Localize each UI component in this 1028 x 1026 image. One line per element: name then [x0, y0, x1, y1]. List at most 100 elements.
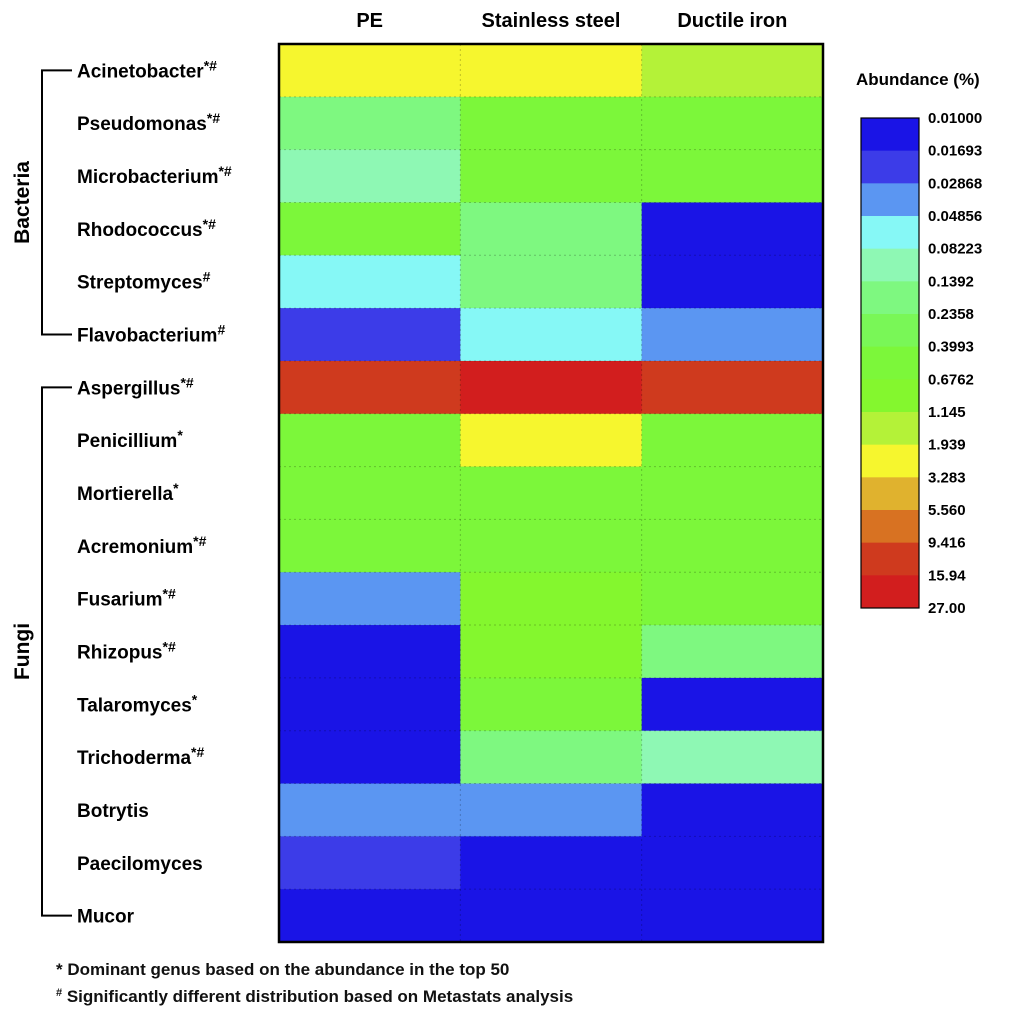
- row-label: Acremonium*#: [77, 533, 207, 558]
- footnote-significant: # Significantly different distribution b…: [56, 987, 573, 1007]
- heatmap-cell: [279, 96, 461, 151]
- heatmap-cell: [641, 255, 824, 309]
- heatmap-cell: [460, 836, 643, 890]
- heatmap-border: [277, 42, 825, 944]
- row-label-mark: *: [192, 691, 198, 707]
- legend-tick-label: 0.3993: [928, 339, 974, 356]
- row-label: Fusarium*#: [77, 586, 176, 611]
- legend-swatch: [861, 150, 919, 184]
- heatmap-cell: [279, 677, 461, 732]
- legend-swatch: [861, 281, 919, 315]
- row-label: Acinetobacter*#: [77, 57, 217, 82]
- heatmap-cell: [641, 44, 824, 98]
- legend-tick-label: 0.6762: [928, 371, 974, 388]
- heatmap-cell: [279, 572, 461, 626]
- legend-tick-label: 0.02868: [928, 175, 982, 192]
- legend-swatch: [861, 314, 919, 348]
- legend-tick-label: 1.145: [928, 404, 966, 421]
- heatmap-cell: [460, 730, 643, 785]
- heatmap-cell: [460, 255, 643, 309]
- legend-title: Abundance (%): [856, 70, 980, 89]
- heatmap-cell: [641, 889, 824, 943]
- heatmap-cell: [279, 308, 461, 362]
- column-label: Ductile iron: [677, 10, 787, 32]
- heatmap-chart: PE Stainless steel Ductile iron Acinetobac…: [11, 10, 982, 944]
- row-label: Botrytis: [77, 801, 149, 822]
- row-label-mark: *#: [163, 638, 176, 654]
- row-label: Rhodococcus*#: [77, 216, 216, 241]
- row-label-mark: *#: [218, 163, 231, 179]
- column-labels: PE Stainless steel Ductile iron: [356, 10, 787, 32]
- group-bracket: [41, 69, 72, 336]
- row-label: Mortierella*: [77, 480, 179, 505]
- heatmap-cells: [279, 44, 824, 943]
- legend-swatch: [861, 444, 919, 478]
- heatmap-cell: [460, 149, 643, 204]
- footnote-significant-symbol: #: [56, 987, 63, 999]
- heatmap-cell: [279, 519, 461, 573]
- heatmap-cell: [460, 783, 643, 837]
- heatmap-cell: [460, 889, 643, 943]
- row-label-mark: *#: [204, 57, 217, 73]
- legend-swatch: [861, 118, 919, 152]
- legend-swatch: [861, 379, 919, 413]
- heatmap-cell: [460, 44, 643, 98]
- legend-tick-label: 0.01000: [928, 110, 982, 127]
- row-label-mark: #: [217, 322, 225, 338]
- legend-swatch: [861, 542, 919, 576]
- legend-tick-label: 0.1392: [928, 273, 974, 290]
- row-label-mark: *#: [203, 216, 216, 232]
- heatmap-cell: [460, 308, 643, 362]
- heatmap-cell: [641, 677, 824, 732]
- row-label-mark: *: [177, 427, 183, 443]
- row-label: Microbacterium*#: [77, 163, 232, 188]
- legend-tick-label: 5.560: [928, 502, 966, 519]
- row-label: Flavobacterium#: [77, 322, 225, 347]
- footnote-significant-text: Significantly different distribution bas…: [62, 987, 574, 1006]
- footnote-dominant-symbol: *: [56, 960, 63, 979]
- legend-swatch: [861, 183, 919, 217]
- legend-swatch: [861, 477, 919, 511]
- heatmap-cell: [641, 202, 824, 256]
- heatmap-cell: [460, 466, 643, 521]
- legend-tick-label: 15.94: [928, 567, 966, 584]
- heatmap-cell: [279, 360, 461, 415]
- heatmap-cell: [460, 202, 643, 256]
- heatmap-cell: [641, 413, 824, 468]
- row-label: Penicillium*: [77, 427, 183, 452]
- legend-swatch: [861, 575, 919, 609]
- heatmap-cell: [460, 625, 643, 679]
- heatmap-cell: [641, 572, 824, 626]
- heatmap-cell: [460, 677, 643, 732]
- heatmap-cell: [460, 519, 643, 573]
- legend-swatch: [861, 346, 919, 380]
- row-label: Streptomyces#: [77, 269, 211, 294]
- legend-swatch: [861, 248, 919, 282]
- legend-tick-label: 0.01693: [928, 143, 982, 160]
- legend-tick-label: 0.2358: [928, 306, 974, 323]
- heatmap-cell: [279, 730, 461, 785]
- row-label-mark: *#: [191, 744, 204, 760]
- row-label: Aspergillus*#: [77, 374, 194, 399]
- legend-swatch: [861, 412, 919, 446]
- heatmap-cell: [641, 519, 824, 573]
- legend-border: [860, 117, 920, 609]
- footnote-dominant-text: Dominant genus based on the abundance in…: [62, 960, 510, 979]
- heatmap-cell: [460, 360, 643, 415]
- row-label-mark: *#: [163, 586, 176, 602]
- row-label: Paecilomyces: [77, 854, 203, 875]
- heatmap-cell: [641, 783, 824, 837]
- legend-swatches: [860, 117, 920, 609]
- legend-swatch: [861, 216, 919, 250]
- group-bracket: [41, 386, 72, 917]
- legend-swatch: [861, 510, 919, 544]
- group-label: Bacteria: [11, 161, 34, 244]
- heatmap-cell: [279, 836, 461, 890]
- heatmap-cell: [279, 889, 461, 943]
- row-label-mark: *#: [193, 533, 206, 549]
- heatmap-cell: [279, 625, 461, 679]
- heatmap-cell: [641, 308, 824, 362]
- row-label: Mucor: [77, 907, 135, 928]
- color-legend: Abundance (%) 0.01000 0.01693 0.02868 0.048…: [856, 70, 982, 617]
- legend-tick-label: 1.939: [928, 437, 966, 454]
